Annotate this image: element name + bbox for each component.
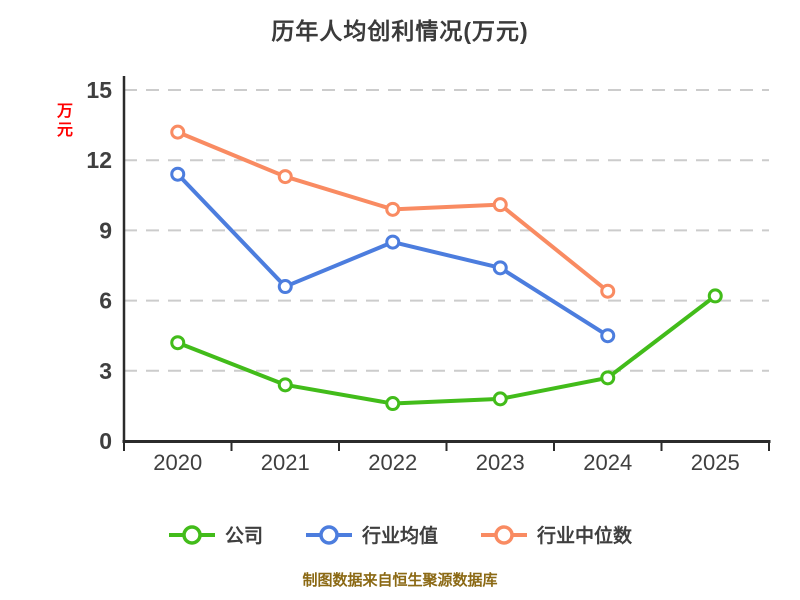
data-point-s2-2021[interactable]	[277, 169, 293, 185]
data-point-s1-2021[interactable]	[277, 279, 293, 295]
x-tick-label-2024: 2024	[583, 450, 632, 475]
x-tick-label-2020: 2020	[153, 450, 202, 475]
chart-title: 历年人均创利情况(万元)	[271, 18, 529, 44]
company-line-marker-icon	[168, 524, 215, 545]
data-point-s0-2023[interactable]	[492, 391, 508, 407]
legend-label-company: 公司	[224, 526, 263, 547]
data-point-s0-2021[interactable]	[277, 377, 293, 393]
legend-item-company[interactable]: 公司	[168, 521, 263, 548]
data-point-s0-2025[interactable]	[707, 288, 723, 304]
footer-data-source-note: 制图数据来自恒生聚源数据库	[302, 572, 498, 589]
data-point-s0-2020[interactable]	[170, 335, 186, 351]
y-tick-label-0: 0	[99, 428, 112, 454]
legend-label-industry-median: 行业中位数	[537, 526, 633, 547]
x-tick-label-2022: 2022	[368, 450, 417, 475]
data-point-s2-2024[interactable]	[600, 283, 616, 299]
series-line-1	[175, 172, 610, 338]
chart-legend: 公司 行业均值 行业中位数	[0, 521, 800, 548]
y-tick-label-12: 12	[86, 147, 112, 173]
industry-average-line-marker-icon	[305, 524, 352, 545]
x-tick-label-2023: 2023	[476, 450, 525, 475]
data-point-s1-2022[interactable]	[385, 234, 401, 250]
data-point-s2-2020[interactable]	[170, 124, 186, 140]
industry-median-line-marker-icon	[481, 524, 527, 545]
y-tick-label-9: 9	[99, 217, 112, 243]
y-tick-label-6: 6	[99, 288, 112, 314]
data-point-s0-2022[interactable]	[385, 396, 401, 412]
x-tick-label-2025: 2025	[691, 450, 740, 475]
legend-label-industry-average: 行业均值	[361, 526, 438, 547]
data-point-s2-2022[interactable]	[385, 201, 401, 217]
y-axis-title: 万元	[54, 102, 71, 140]
data-point-s2-2023[interactable]	[492, 197, 508, 213]
y-tick-label-15: 15	[86, 77, 112, 103]
data-point-s1-2024[interactable]	[600, 328, 616, 344]
legend-item-industry-average[interactable]: 行业均值	[305, 521, 438, 548]
x-tick-label-2021: 2021	[261, 450, 310, 475]
legend-item-industry-median[interactable]: 行业中位数	[480, 521, 632, 548]
y-tick-label-3: 3	[99, 358, 112, 384]
series-line-0	[175, 293, 718, 406]
data-point-s0-2024[interactable]	[600, 370, 616, 386]
data-point-s1-2023[interactable]	[492, 260, 508, 276]
data-point-s1-2020[interactable]	[170, 166, 186, 182]
